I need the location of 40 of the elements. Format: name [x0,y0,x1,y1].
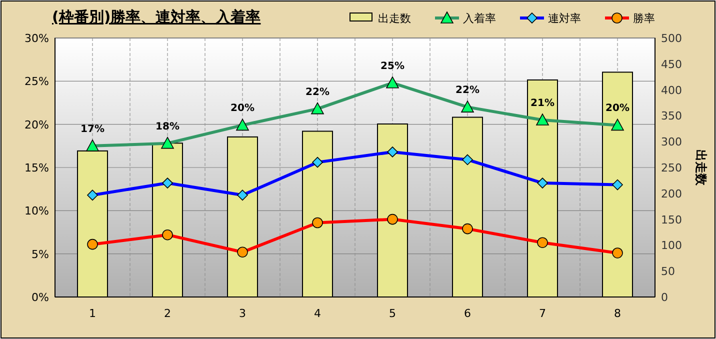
chart-title: (枠番別)勝率、連対率、入着率 [52,8,261,26]
y2-tick-label: 150 [661,213,682,226]
y2-tick-label: 50 [661,265,675,278]
y2-tick-label: 500 [661,32,682,45]
x-tick-label: 1 [89,307,96,320]
x-tick-label: 8 [614,307,621,320]
data-label: 22% [456,85,480,96]
y2-tick-label: 300 [661,136,682,149]
data-label: 25% [380,60,404,72]
data-label: 18% [156,121,180,132]
y-tick-label: 30% [24,32,49,45]
y2-tick-label: 0 [661,291,668,304]
legend-label: 勝率 [633,12,655,25]
x-tick-label: 7 [539,307,546,320]
data-label: 21% [530,98,554,110]
y-tick-label: 25% [24,75,49,88]
data-label: 17% [80,124,104,135]
x-tick-label: 4 [314,307,321,320]
x-tick-label: 6 [464,307,471,320]
y2-tick-label: 350 [661,110,682,123]
y-tick-label: 5% [32,248,49,261]
data-label: 20% [606,103,630,114]
y2-axis-title: 出走数 [694,150,708,186]
y2-tick-label: 250 [661,162,682,174]
data-label: 22% [306,86,330,98]
y-tick-label: 0% [32,291,49,304]
y-tick-label: 20% [24,118,49,132]
legend-label: 入着率 [463,12,496,25]
legend-label: 連対率 [548,12,581,25]
y2-tick-label: 100 [661,239,682,252]
y2-tick-label: 450 [661,58,682,71]
y2-tick-label: 400 [661,84,682,97]
x-tick-label: 3 [239,307,246,320]
y2-tick-label: 200 [661,187,682,200]
legend-label: 出走数 [378,12,411,25]
y-tick-label: 10% [24,204,49,218]
data-label: 20% [230,103,254,114]
y-tick-label: 15% [24,162,49,174]
x-tick-label: 5 [389,307,396,320]
x-tick-label: 2 [164,307,171,320]
